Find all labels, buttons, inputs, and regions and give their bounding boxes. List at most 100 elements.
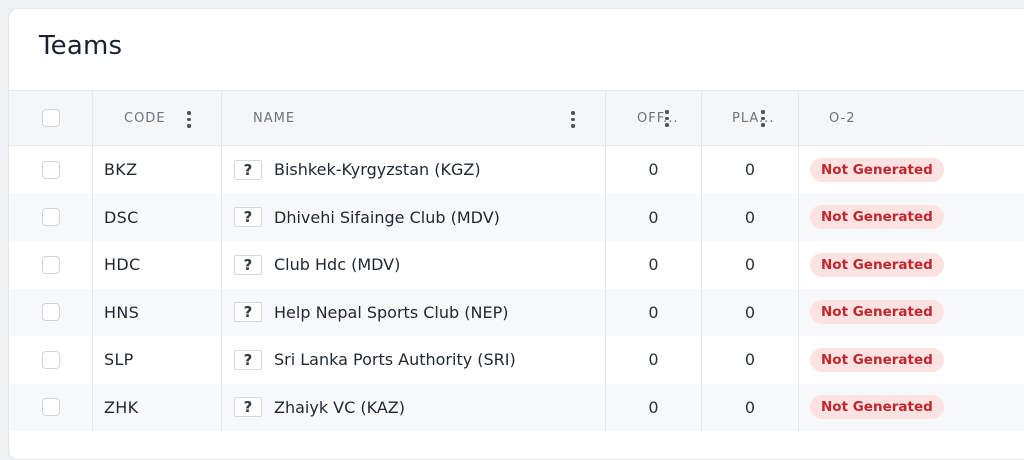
table-row[interactable]: SLP ? Sri Lanka Ports Authority (SRI) 0 … <box>9 336 1024 384</box>
flag-placeholder-icon: ? <box>234 349 262 370</box>
off-value: 0 <box>648 160 659 180</box>
flag-placeholder-icon: ? <box>234 159 262 180</box>
off-value: 0 <box>648 397 659 417</box>
flag-placeholder-icon: ? <box>234 397 262 418</box>
pla-value: 0 <box>744 207 756 227</box>
column-header-pla[interactable]: PLA... <box>702 91 799 145</box>
row-select-cell <box>9 288 93 336</box>
page-title: Teams <box>39 31 123 61</box>
teams-table: CODE NAME OFF... PLA... O-2 BK <box>9 90 1024 431</box>
off-value: 0 <box>648 207 659 227</box>
off-value: 0 <box>648 350 659 370</box>
status-badge: Not Generated <box>810 300 944 325</box>
table-header: CODE NAME OFF... PLA... O-2 <box>9 91 1024 146</box>
off-value: 0 <box>648 302 659 322</box>
status-badge: Not Generated <box>810 252 944 277</box>
name-cell: ? Bishkek-Kyrgyzstan (KGZ) <box>222 146 606 194</box>
team-name: Bishkek-Kyrgyzstan (KGZ) <box>274 160 481 180</box>
column-label-pla: PLA... <box>732 110 775 126</box>
pla-cell: 0 <box>702 336 799 384</box>
pla-value: 0 <box>744 397 756 417</box>
off-cell: 0 <box>606 336 702 384</box>
row-select-cell <box>9 193 93 241</box>
pla-cell: 0 <box>702 193 799 241</box>
row-checkbox[interactable] <box>41 160 60 179</box>
table-row[interactable]: BKZ ? Bishkek-Kyrgyzstan (KGZ) 0 0 Not G… <box>9 146 1024 194</box>
team-code: HNS <box>104 302 140 322</box>
name-cell: ? Club Hdc (MDV) <box>222 241 606 289</box>
code-cell: SLP <box>93 336 222 384</box>
o2-cell: Not Generated <box>799 384 1024 432</box>
team-name: Zhaiyk VC (KAZ) <box>274 397 405 417</box>
table-body: BKZ ? Bishkek-Kyrgyzstan (KGZ) 0 0 Not G… <box>9 146 1024 431</box>
pla-value: 0 <box>744 160 756 180</box>
off-value: 0 <box>648 255 659 275</box>
o2-cell: Not Generated <box>799 241 1024 289</box>
flag-placeholder-icon: ? <box>234 302 262 323</box>
row-checkbox[interactable] <box>41 398 60 417</box>
table-row[interactable]: DSC ? Dhivehi Sifainge Club (MDV) 0 0 No… <box>9 193 1024 242</box>
name-cell: ? Dhivehi Sifainge Club (MDV) <box>222 193 606 241</box>
column-header-code[interactable]: CODE <box>93 91 222 145</box>
name-cell: ? Zhaiyk VC (KAZ) <box>222 383 606 431</box>
column-menu-icon[interactable] <box>571 111 575 128</box>
name-cell: ? Sri Lanka Ports Authority (SRI) <box>222 336 606 384</box>
column-menu-icon[interactable] <box>187 111 191 128</box>
name-cell: ? Help Nepal Sports Club (NEP) <box>222 288 606 336</box>
column-header-off[interactable]: OFF... <box>606 91 702 145</box>
select-all-checkbox[interactable] <box>41 109 60 127</box>
team-code: SLP <box>104 350 134 370</box>
team-name: Club Hdc (MDV) <box>274 255 401 275</box>
team-code: ZHK <box>104 397 139 417</box>
team-name: Dhivehi Sifainge Club (MDV) <box>274 207 500 227</box>
off-cell: 0 <box>606 193 702 241</box>
o2-cell: Not Generated <box>799 194 1024 242</box>
row-checkbox[interactable] <box>41 208 60 227</box>
pla-cell: 0 <box>702 288 799 336</box>
off-cell: 0 <box>606 146 702 194</box>
status-badge: Not Generated <box>810 205 944 230</box>
status-badge: Not Generated <box>810 395 944 420</box>
column-label-o2: O-2 <box>829 110 856 126</box>
row-select-cell <box>9 383 93 431</box>
column-menu-icon[interactable] <box>761 110 765 127</box>
team-code: DSC <box>104 207 139 227</box>
off-cell: 0 <box>606 288 702 336</box>
code-cell: DSC <box>93 193 222 241</box>
column-label-name: NAME <box>253 110 296 126</box>
column-label-code: CODE <box>124 110 166 126</box>
o2-cell: Not Generated <box>799 146 1024 194</box>
status-badge: Not Generated <box>810 347 944 372</box>
pla-cell: 0 <box>702 383 799 431</box>
column-header-o2[interactable]: O-2 <box>799 91 1024 145</box>
column-menu-icon[interactable] <box>665 110 669 127</box>
team-name: Sri Lanka Ports Authority (SRI) <box>274 350 516 370</box>
code-cell: BKZ <box>93 146 222 194</box>
pla-value: 0 <box>744 302 756 322</box>
status-badge: Not Generated <box>810 157 944 182</box>
code-cell: HNS <box>93 288 222 336</box>
team-code: BKZ <box>104 160 138 180</box>
table-row[interactable]: HNS ? Help Nepal Sports Club (NEP) 0 0 N… <box>9 288 1024 337</box>
row-select-cell <box>9 336 93 384</box>
flag-placeholder-icon: ? <box>234 207 262 228</box>
code-cell: ZHK <box>93 383 222 431</box>
column-header-name[interactable]: NAME <box>222 91 606 145</box>
o2-cell: Not Generated <box>799 336 1024 384</box>
pla-value: 0 <box>744 255 756 275</box>
pla-cell: 0 <box>702 241 799 289</box>
row-checkbox[interactable] <box>41 350 60 369</box>
header-select-cell <box>9 91 93 145</box>
team-code: HDC <box>104 255 141 275</box>
off-cell: 0 <box>606 383 702 431</box>
row-checkbox[interactable] <box>41 303 60 322</box>
pla-cell: 0 <box>702 146 799 194</box>
table-row[interactable]: ZHK ? Zhaiyk VC (KAZ) 0 0 Not Generated <box>9 383 1024 432</box>
o2-cell: Not Generated <box>799 289 1024 337</box>
row-checkbox[interactable] <box>41 255 60 274</box>
table-row[interactable]: HDC ? Club Hdc (MDV) 0 0 Not Generated <box>9 241 1024 289</box>
team-name: Help Nepal Sports Club (NEP) <box>274 302 509 322</box>
flag-placeholder-icon: ? <box>234 254 262 275</box>
code-cell: HDC <box>93 241 222 289</box>
teams-panel: Teams CODE NAME OFF... PLA... <box>8 8 1024 460</box>
